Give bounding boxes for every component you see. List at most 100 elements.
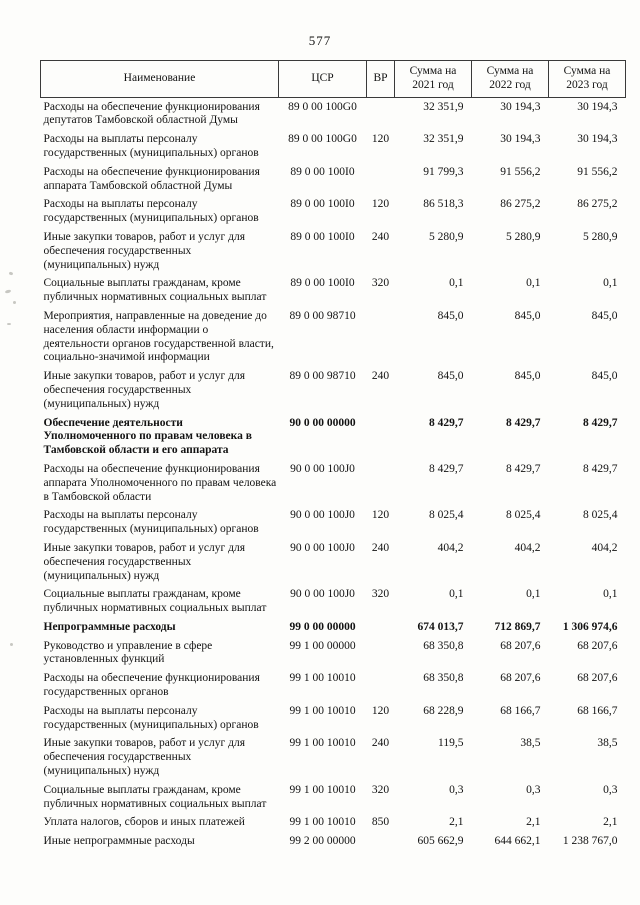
row-sum-2023-cell: 8 025,4 — [583, 509, 618, 522]
table-row: Расходы на выплаты персоналу государстве… — [41, 130, 626, 163]
row-sum-2022-cell: 0,1 — [526, 588, 541, 601]
row-sum-2022-cell: 0,1 — [526, 277, 541, 290]
header-sum-2022: Сумма на 2022 год — [471, 60, 549, 98]
row-name-cell: Социальные выплаты гражданам, кроме публ… — [43, 277, 267, 304]
row-vr-cell: 240 — [371, 737, 390, 750]
row-sum-2022-cell: 68 207,6 — [500, 672, 541, 685]
row-sum-2022-cell: 91 556,2 — [500, 165, 541, 178]
table-row: Иные непрограммные расходы 99 2 00 00000 6… — [41, 832, 626, 851]
row-sum-2022-cell: 845,0 — [514, 309, 541, 322]
row-sum-2023-cell: 68 166,7 — [577, 704, 618, 717]
row-sum-2023-cell: 8 429,7 — [583, 462, 618, 475]
row-sum-2021-cell: 32 351,9 — [423, 133, 464, 146]
row-sum-2022-cell: 38,5 — [520, 737, 541, 750]
row-sum-2023-cell: 68 207,6 — [577, 672, 618, 685]
row-name-cell: Расходы на обеспечение функционирования … — [43, 672, 260, 699]
page-number: 577 — [308, 33, 332, 48]
row-sum-2022-cell: 68 166,7 — [500, 704, 541, 717]
row-csr-cell: 99 1 00 10010 — [289, 783, 356, 796]
row-vr-cell: 850 — [371, 816, 390, 829]
row-sum-2021-cell: 0,3 — [449, 783, 464, 796]
header-csr: ЦСР — [278, 60, 367, 98]
table-row: Расходы на обеспечение функционирования … — [41, 97, 626, 130]
row-name-cell: Иные непрограммные расходы — [43, 835, 195, 848]
row-sum-2022-cell: 30 194,3 — [500, 100, 541, 113]
row-sum-2021-cell: 404,2 — [437, 541, 464, 554]
row-sum-2023-cell: 30 194,3 — [577, 133, 618, 146]
scan-artifact — [13, 301, 16, 304]
row-sum-2022-cell: 845,0 — [514, 370, 541, 383]
row-csr-cell: 99 1 00 00000 — [289, 639, 356, 652]
row-csr-cell: 99 1 00 10010 — [289, 737, 356, 750]
table-row: Иные закупки товаров, работ и услуг для … — [41, 367, 626, 413]
row-vr-cell: 240 — [371, 230, 390, 243]
header-sum-2021: Сумма на 2021 год — [394, 60, 472, 98]
row-sum-2021-cell: 8 429,7 — [429, 416, 464, 429]
row-sum-2023-cell: 91 556,2 — [577, 165, 618, 178]
table-header-row: Наименование ЦСР ВР Сумма на 2021 год Су… — [40, 60, 626, 98]
row-sum-2023-cell: 5 280,9 — [583, 230, 618, 243]
table-row: Иные закупки товаров, работ и услуг для … — [41, 228, 626, 274]
row-sum-2023-cell: 1 238 767,0 — [562, 835, 618, 848]
row-name-cell: Социальные выплаты гражданам, кроме публ… — [43, 783, 267, 810]
row-vr-cell: 240 — [371, 370, 390, 383]
row-sum-2021-cell: 0,1 — [449, 277, 464, 290]
row-sum-2022-cell: 68 207,6 — [500, 639, 541, 652]
row-csr-cell: 90 0 00 100J0 — [290, 588, 355, 601]
row-name-cell: Непрограммные расходы — [43, 620, 176, 633]
row-name-cell: Иные закупки товаров, работ и услуг для … — [43, 541, 246, 582]
row-csr-cell: 99 1 00 10010 — [289, 816, 356, 829]
row-vr-cell: 120 — [371, 509, 390, 522]
row-name-cell: Расходы на выплаты персоналу государстве… — [43, 198, 259, 225]
row-sum-2023-cell: 404,2 — [591, 541, 618, 554]
row-vr-cell — [367, 618, 395, 637]
row-csr-cell: 99 1 00 10010 — [289, 704, 356, 717]
row-csr-cell: 89 0 00 100I0 — [290, 230, 355, 243]
row-vr-cell: 320 — [371, 783, 390, 796]
row-sum-2023-cell: 0,1 — [603, 277, 618, 290]
table-row: Мероприятия, направленные на доведение д… — [41, 307, 626, 367]
row-sum-2021-cell: 68 228,9 — [423, 704, 464, 717]
row-name-cell: Расходы на выплаты персоналу государстве… — [43, 704, 259, 731]
row-sum-2023-cell: 38,5 — [597, 737, 618, 750]
row-csr-cell: 89 0 00 98710 — [289, 309, 356, 322]
table-row: Расходы на выплаты персоналу государстве… — [41, 195, 626, 228]
row-name-cell: Иные закупки товаров, работ и услуг для … — [43, 230, 246, 271]
row-vr-cell — [367, 460, 395, 506]
row-sum-2023-cell: 30 194,3 — [577, 100, 618, 113]
row-sum-2021-cell: 68 350,8 — [423, 672, 464, 685]
row-sum-2022-cell: 86 275,2 — [500, 198, 541, 211]
table-row: Социальные выплаты гражданам, кроме публ… — [41, 781, 626, 814]
row-vr-cell: 320 — [371, 277, 390, 290]
table-row: Иные закупки товаров, работ и услуг для … — [41, 539, 626, 585]
row-vr-cell: 120 — [371, 133, 390, 146]
row-name-cell: Расходы на выплаты персоналу государстве… — [43, 509, 259, 536]
row-sum-2021-cell: 119,5 — [438, 737, 464, 750]
table-row: Иные закупки товаров, работ и услуг для … — [41, 734, 626, 780]
row-vr-cell: 120 — [371, 704, 390, 717]
row-name-cell: Обеспечение деятельности Уполномоченного… — [43, 416, 252, 457]
row-sum-2022-cell: 8 025,4 — [506, 509, 541, 522]
header-vr: ВР — [366, 60, 395, 98]
row-name-cell: Иные закупки товаров, работ и услуг для … — [43, 737, 246, 778]
row-csr-cell: 89 0 00 100I0 — [290, 198, 355, 211]
row-sum-2021-cell: 8 025,4 — [429, 509, 464, 522]
row-name-cell: Социальные выплаты гражданам, кроме публ… — [43, 588, 267, 615]
row-sum-2021-cell: 8 429,7 — [429, 462, 464, 475]
row-name-cell: Уплата налогов, сборов и иных платежей — [43, 816, 245, 829]
row-sum-2021-cell: 5 280,9 — [429, 230, 464, 243]
row-sum-2022-cell: 644 662,1 — [494, 835, 541, 848]
row-sum-2022-cell: 8 429,7 — [506, 416, 541, 429]
row-sum-2023-cell: 86 275,2 — [577, 198, 618, 211]
row-vr-cell — [367, 97, 395, 130]
row-sum-2023-cell: 0,3 — [603, 783, 618, 796]
row-name-cell: Расходы на выплаты персоналу государстве… — [43, 133, 259, 159]
row-sum-2022-cell: 5 280,9 — [506, 230, 541, 243]
row-name-cell: Расходы на обеспечение функционирования … — [43, 462, 277, 503]
row-sum-2023-cell: 845,0 — [591, 370, 618, 383]
row-sum-2022-cell: 2,1 — [526, 816, 541, 829]
row-sum-2021-cell: 2,1 — [449, 816, 464, 829]
row-csr-cell: 89 0 00 100G0 — [288, 133, 357, 146]
row-sum-2022-cell: 712 869,7 — [494, 620, 541, 633]
